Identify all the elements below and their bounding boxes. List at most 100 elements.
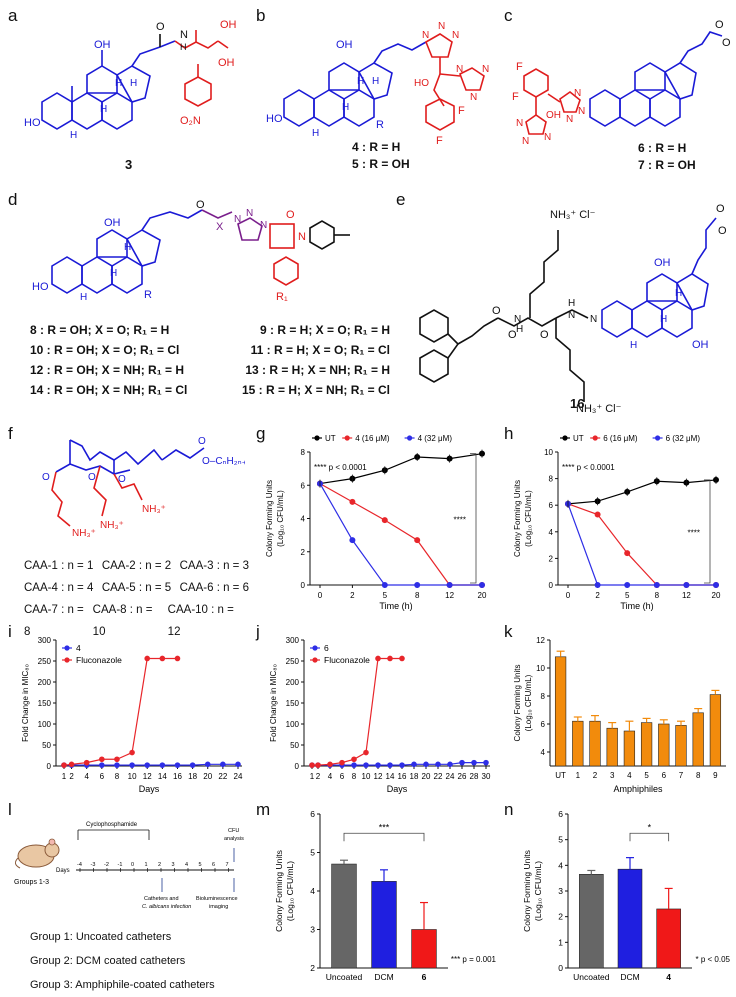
- atom-oh: OH: [692, 339, 709, 351]
- atom-n: N: [456, 64, 463, 75]
- compound-entry: 11 : R = H; X = O; R₁ = Cl: [250, 343, 390, 357]
- x-tick-label: 8: [352, 772, 357, 781]
- y-axis-label-unit: (Log₁₀ CFU/mL): [533, 861, 543, 921]
- data-point: [459, 759, 465, 766]
- y-tick-label: 6: [541, 720, 546, 729]
- atom-h: H: [70, 130, 77, 141]
- structure-compound-6-7: O O F F OH N N N N N N 6 : R = H 7 : R =…: [512, 19, 731, 172]
- y-axis-label-unit: (Log₁₀ CFU/mL): [524, 674, 533, 731]
- x-tick-label: 6: [422, 972, 427, 982]
- x-tick-label: 0: [318, 591, 323, 600]
- legend-marker: [314, 435, 320, 441]
- structure-caa: O–CₙH₂ₙ₊₁ NH₃⁺ NH₃⁺ NH₃⁺ O O O O: [42, 436, 245, 539]
- data-point: [399, 762, 405, 768]
- caa-entry: CAA-8 : n = 10: [92, 604, 153, 638]
- data-point: [99, 756, 105, 763]
- data-point: [114, 762, 120, 768]
- bar-9: [709, 694, 722, 767]
- bar-4: [656, 908, 681, 969]
- compound-entry: 9 : R = H; X = O; R₁ = H: [260, 323, 390, 337]
- data-point: [349, 498, 356, 505]
- timeline-day-label: -4: [77, 862, 82, 868]
- data-point: [414, 537, 421, 544]
- atom-h: H: [115, 78, 122, 89]
- panel-label-g: g: [256, 424, 266, 443]
- x-tick-label: 2: [350, 591, 355, 600]
- atom-n: N: [452, 30, 459, 41]
- group-2: Group 2: DCM coated catheters: [30, 955, 186, 967]
- x-tick-label: 8: [415, 591, 420, 600]
- y-tick-label: 6: [301, 481, 306, 490]
- panel-label-c: c: [504, 6, 513, 25]
- x-tick-label: 4: [328, 772, 333, 781]
- y-tick-label: 2: [310, 963, 315, 973]
- series-line-Fluconazole: [63, 657, 178, 766]
- catheters-label: Catheters and: [144, 896, 179, 902]
- steroid-core: [283, 41, 427, 127]
- y-tick-label: 8: [549, 475, 554, 484]
- data-point: [624, 582, 631, 588]
- y-axis-label-unit: (Log₁₀ CFU/mL): [276, 490, 285, 547]
- y-tick-label: 150: [286, 699, 300, 708]
- atom-ho: HO: [414, 78, 429, 89]
- y-axis-label: Fold Change in MIC₈₀: [21, 664, 30, 742]
- data-point: [363, 762, 369, 768]
- atom-n: N: [514, 314, 521, 325]
- data-point: [129, 762, 135, 768]
- x-tick-label: 20: [478, 591, 487, 600]
- data-point: [387, 762, 393, 768]
- data-point: [327, 761, 333, 768]
- y-tick-label: 0: [301, 581, 306, 590]
- ammonium-bottom: NH₃⁺ Cl⁻: [576, 403, 622, 415]
- bar-2: [589, 720, 601, 767]
- atom-o: O: [118, 474, 126, 485]
- series-line-4: [64, 763, 238, 766]
- legend-marker: [312, 645, 318, 651]
- x-tick-label: 2: [316, 772, 321, 781]
- bioluminescence-label: Bioluminescence: [196, 896, 238, 902]
- legend-marker: [407, 435, 413, 441]
- x-axis-label: Days: [139, 784, 160, 794]
- compound-entry: 13 : R = H; X = NH; R₁ = H: [245, 363, 390, 377]
- caa-entry: CAA-10 : n = 12: [167, 604, 234, 638]
- data-point: [363, 749, 369, 756]
- cholic-core: [55, 439, 205, 475]
- triazole-azole: [424, 33, 485, 131]
- atom-o: O: [508, 329, 517, 341]
- y-tick-label: 200: [38, 678, 52, 687]
- x-tick-label: 28: [470, 772, 479, 781]
- y-tick-label: 2: [558, 912, 563, 922]
- data-point: [624, 550, 631, 557]
- data-point: [414, 582, 421, 588]
- panel-label-l: l: [8, 800, 12, 819]
- group-1: Group 1: Uncoated catheters: [30, 931, 172, 943]
- x-tick-label: 14: [158, 772, 167, 781]
- y-tick-label: 150: [38, 699, 52, 708]
- atom-n: N: [260, 220, 267, 231]
- x-tick-label: DCM: [620, 972, 639, 982]
- x-tick-label: 8: [655, 591, 660, 600]
- methoxyphenyl: [309, 220, 350, 250]
- data-point: [204, 761, 211, 768]
- x-tick-label: 4: [84, 772, 89, 781]
- data-point: [83, 759, 90, 766]
- timeline-day-label: 6: [212, 862, 215, 868]
- compound-row: 8 : R = OH; X = O; R₁ = H 9 : R = H; X =…: [30, 320, 390, 340]
- atom-o2n: O₂N: [180, 115, 201, 127]
- legend-label: 4 (32 μM): [418, 434, 453, 443]
- significance-bracket: [343, 832, 425, 842]
- x-tick-label: 3: [610, 771, 615, 780]
- series-line-UT: [319, 453, 483, 485]
- data-point: [653, 582, 660, 588]
- mouse-icon: [14, 838, 60, 869]
- atom-f: F: [516, 61, 523, 73]
- data-point: [435, 761, 441, 768]
- legend-label: 6 (32 μM): [666, 434, 701, 443]
- data-point: [483, 759, 489, 766]
- atom-n: N: [568, 310, 575, 321]
- data-point: [174, 762, 181, 768]
- atom-h: H: [80, 292, 87, 303]
- atom-ho: HO: [24, 117, 41, 129]
- x-tick-label: 18: [188, 772, 197, 781]
- y-tick-label: 6: [558, 809, 563, 819]
